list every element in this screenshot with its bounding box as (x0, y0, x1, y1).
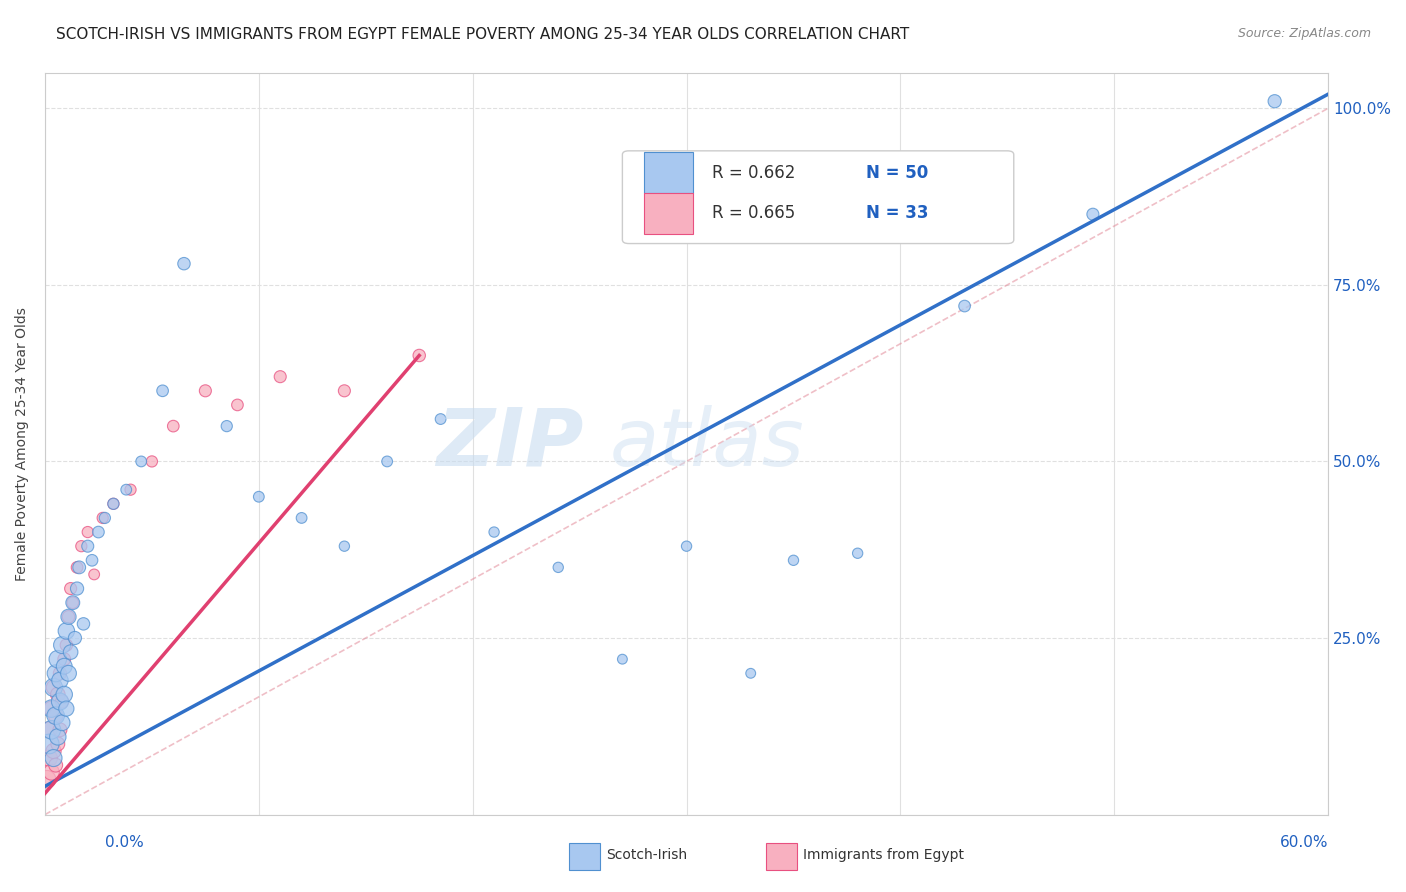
Point (41, 701, 63, 715)
Bar (644, 153, 693, 194)
Point (46, 737, 69, 751)
Point (49, 666, 72, 681)
Point (173, 257, 195, 271)
Point (375, 454, 398, 468)
Point (66, 582, 89, 596)
Point (91, 511, 114, 525)
FancyBboxPatch shape (623, 151, 1014, 244)
Point (87, 524, 110, 539)
Point (62, 596, 84, 610)
Point (45, 666, 67, 681)
Point (1264, 94, 1286, 108)
Point (129, 454, 152, 468)
Point (333, 384, 356, 398)
Point (41, 765, 63, 780)
Point (194, 384, 217, 398)
Y-axis label: Female Poverty Among 25-34 Year Olds: Female Poverty Among 25-34 Year Olds (15, 307, 30, 581)
Point (42, 744, 65, 758)
Point (49, 694, 72, 708)
Point (76, 539, 98, 553)
Point (120, 483, 142, 497)
Text: 60.0%: 60.0% (1281, 836, 1329, 850)
Text: atlas: atlas (610, 405, 804, 483)
Point (76, 524, 98, 539)
Point (269, 369, 291, 384)
Point (55, 701, 77, 715)
Point (38, 737, 60, 751)
Text: Source: ZipAtlas.com: Source: ZipAtlas.com (1237, 27, 1371, 40)
Point (80, 553, 103, 567)
Text: N = 33: N = 33 (866, 204, 929, 222)
Point (675, 539, 697, 553)
Point (59, 645, 82, 659)
Point (38, 723, 60, 737)
Text: Immigrants from Egypt: Immigrants from Egypt (803, 848, 965, 863)
Point (152, 384, 174, 398)
Point (103, 497, 125, 511)
Point (162, 419, 184, 434)
Point (45, 758, 67, 772)
Point (782, 553, 804, 567)
Point (46, 730, 69, 744)
Text: R = 0.662: R = 0.662 (713, 163, 796, 181)
Point (1081, 207, 1104, 221)
Point (46, 652, 69, 666)
Text: 0.0%: 0.0% (105, 836, 145, 850)
Point (740, 666, 762, 681)
Point (42, 681, 65, 695)
Point (215, 419, 238, 434)
Point (55, 638, 77, 652)
Point (51, 715, 73, 730)
Point (429, 412, 451, 426)
Point (38, 751, 60, 765)
Point (953, 299, 976, 313)
Point (45, 708, 67, 723)
Text: R = 0.665: R = 0.665 (713, 204, 796, 222)
Point (45, 708, 67, 723)
Point (482, 524, 505, 539)
Point (94, 511, 117, 525)
Point (83, 567, 105, 582)
Point (51, 638, 73, 652)
Point (291, 511, 314, 525)
Point (58, 609, 80, 624)
Point (58, 666, 80, 681)
Point (247, 490, 270, 504)
Point (547, 560, 569, 574)
Bar (644, 194, 693, 235)
Point (46, 688, 69, 702)
Point (103, 497, 125, 511)
Point (37, 772, 59, 787)
Point (408, 349, 430, 363)
Point (226, 398, 249, 412)
Point (49, 673, 72, 688)
Point (846, 546, 869, 560)
Point (59, 582, 82, 596)
Text: Scotch-Irish: Scotch-Irish (606, 848, 688, 863)
Point (70, 539, 93, 553)
Point (55, 624, 77, 638)
Point (612, 652, 634, 666)
Point (67, 560, 90, 574)
Point (53, 688, 76, 702)
Text: N = 50: N = 50 (866, 163, 928, 181)
Point (62, 596, 84, 610)
Point (51, 694, 73, 708)
Point (72, 616, 94, 631)
Point (66, 560, 89, 574)
Point (115, 483, 138, 497)
Point (63, 631, 86, 645)
Point (333, 539, 356, 553)
Point (58, 609, 80, 624)
Point (42, 751, 65, 765)
Text: SCOTCH-IRISH VS IMMIGRANTS FROM EGYPT FEMALE POVERTY AMONG 25-34 YEAR OLDS CORRE: SCOTCH-IRISH VS IMMIGRANTS FROM EGYPT FE… (56, 27, 910, 42)
Point (41, 701, 63, 715)
Point (42, 681, 65, 695)
Point (49, 723, 72, 737)
Point (141, 454, 163, 468)
Point (53, 659, 76, 673)
Text: ZIP: ZIP (436, 405, 583, 483)
Point (41, 723, 63, 737)
Point (53, 652, 76, 666)
